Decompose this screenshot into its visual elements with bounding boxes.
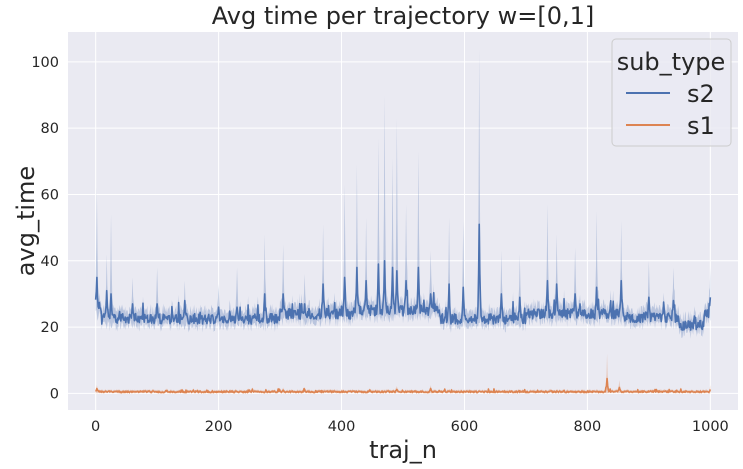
x-tick-label: 200	[205, 419, 233, 435]
y-tick-label: 20	[41, 320, 59, 336]
x-tick-labels: 0 200 400 600 800 1000	[91, 419, 729, 435]
y-tick-labels: 0 20 40 60 80 100	[31, 55, 59, 403]
legend: sub_type s2 s1	[611, 38, 732, 147]
x-axis-label: traj_n	[369, 436, 437, 464]
legend-box	[611, 38, 732, 147]
confidence-band-s2	[95, 48, 711, 339]
confidence-bands	[95, 48, 711, 395]
chart-title: Avg time per trajectory w=[0,1]	[212, 2, 594, 30]
x-tick-label: 1000	[692, 419, 729, 435]
y-tick-label: 100	[31, 55, 59, 71]
y-tick-label: 60	[41, 187, 59, 203]
x-tick-label: 800	[574, 419, 602, 435]
series-line-s2	[94, 223, 712, 331]
y-axis-label: avg_time	[12, 166, 40, 276]
legend-title: sub_type	[617, 48, 726, 76]
series-lines	[94, 223, 712, 394]
legend-label-s1: s1	[687, 112, 715, 140]
x-tick-label: 600	[451, 419, 479, 435]
series-line-s1	[94, 377, 712, 394]
y-tick-label: 40	[41, 254, 59, 270]
confidence-band-s1	[95, 353, 711, 395]
y-tick-label: 80	[41, 121, 59, 137]
legend-label-s2: s2	[687, 80, 715, 108]
x-tick-label: 0	[91, 419, 100, 435]
x-tick-label: 400	[328, 419, 356, 435]
y-tick-label: 0	[50, 386, 59, 402]
